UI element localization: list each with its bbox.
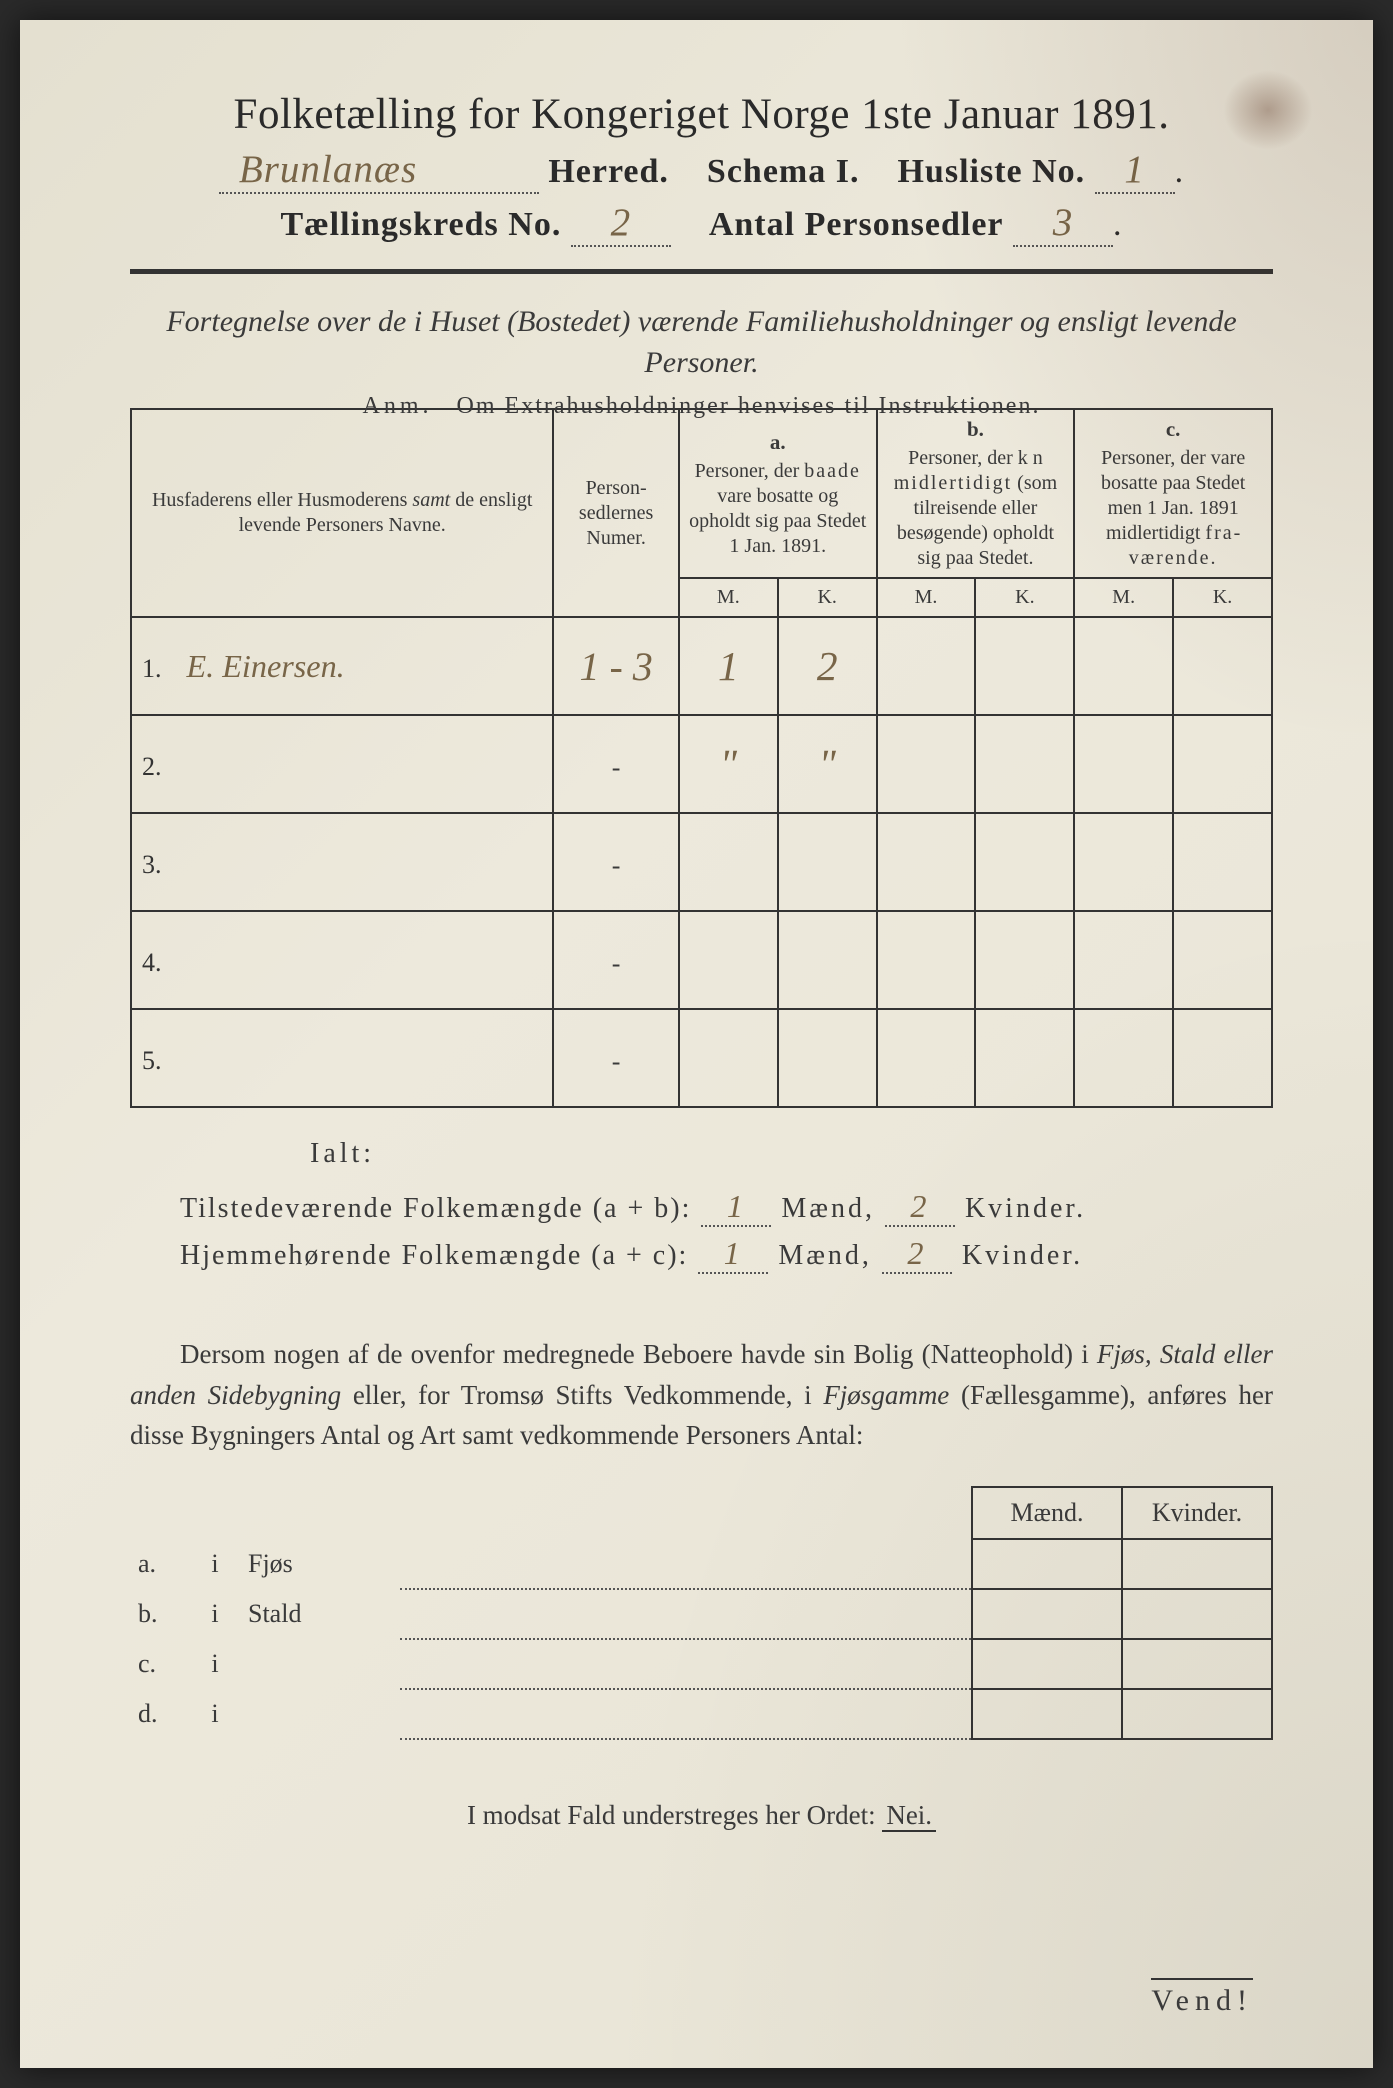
th-b-m: M. <box>877 578 976 617</box>
sum1-m: 1 <box>701 1188 771 1227</box>
ialt-label: Ialt: <box>310 1138 1273 1170</box>
closing-line: I modsat Fald understreges her Ordet: Ne… <box>130 1800 1273 1831</box>
th-a-m: M. <box>679 578 778 617</box>
lower-kvinder: Kvinder. <box>1122 1487 1272 1539</box>
anm-label: Anm. <box>363 393 433 419</box>
sum2-k: 2 <box>882 1235 952 1274</box>
schema-label: Schema I. <box>707 153 860 190</box>
anm-text: Om Extrahusholdninger henvises til Instr… <box>457 393 1041 419</box>
table-row: 1. E. Einersen. 1 - 3 1 2 <box>131 617 1272 715</box>
lower-table: Mænd. Kvinder. a. i Fjøs b. i Stald c. i… <box>130 1486 1273 1740</box>
lower-row: a. i Fjøs <box>130 1539 1272 1589</box>
census-form-page: Folketælling for Kongeriget Norge 1ste J… <box>20 20 1373 2068</box>
lower-maend: Mænd. <box>972 1487 1122 1539</box>
th-num: Person­sedler­nes Numer. <box>553 409 679 617</box>
th-c: c. Personer, der vare bosatte paa Stedet… <box>1074 409 1272 578</box>
header-line-2: Tællingskreds No. 2 Antal Personsedler 3… <box>130 200 1273 247</box>
husliste-label: Husliste No. <box>897 153 1085 190</box>
th-b: b. Personer, der k n midler­tidigt (som … <box>877 409 1075 578</box>
herred-label: Herred. <box>548 153 669 190</box>
lower-row: d. i <box>130 1689 1272 1739</box>
lower-row: b. i Stald <box>130 1589 1272 1639</box>
antal-value: 3 <box>1013 200 1113 247</box>
closing-nei: Nei. <box>882 1800 936 1832</box>
kreds-value: 2 <box>571 200 671 247</box>
th-b-k: K. <box>975 578 1074 617</box>
antal-label: Antal Personsedler <box>709 206 1004 243</box>
table-row: 3. - <box>131 813 1272 911</box>
th-c-m: M. <box>1074 578 1173 617</box>
page-title: Folketælling for Kongeriget Norge 1ste J… <box>130 90 1273 139</box>
instruction-paragraph: Dersom nogen af de ovenfor medregnede Be… <box>130 1334 1273 1456</box>
kreds-label: Tællingskreds No. <box>280 206 561 243</box>
th-a-k: K. <box>778 578 877 617</box>
subtitle: Fortegnelse over de i Huset (Bostedet) v… <box>130 302 1273 383</box>
sum2-m: 1 <box>698 1235 768 1274</box>
herred-value: Brunlanæs <box>219 147 539 194</box>
table-row: 4. - <box>131 911 1272 1009</box>
sum1-k: 2 <box>885 1188 955 1227</box>
th-names: Husfaderens eller Husmode­rens samt de e… <box>131 409 553 617</box>
th-a: a. Personer, der baade vare bo­satte og … <box>679 409 877 578</box>
header-line-1: Brunlanæs Herred. Schema I. Husliste No.… <box>130 147 1273 194</box>
summary-line-1: Tilstedeværende Folkemængde (a + b): 1 M… <box>130 1188 1273 1227</box>
th-c-k: K. <box>1173 578 1272 617</box>
paper-stain <box>1223 70 1313 150</box>
divider <box>130 269 1273 274</box>
table-row: 5. - <box>131 1009 1272 1107</box>
vend-label: Vend! <box>1151 1978 1253 2018</box>
table-row: 2. - ʺ ʺ <box>131 715 1272 813</box>
husliste-value: 1 <box>1095 147 1175 194</box>
lower-row: c. i <box>130 1639 1272 1689</box>
summary-line-2: Hjemmehørende Folkemængde (a + c): 1 Mæn… <box>130 1235 1273 1274</box>
main-table-full: Husfaderens eller Husmode­rens samt de e… <box>130 408 1273 1108</box>
